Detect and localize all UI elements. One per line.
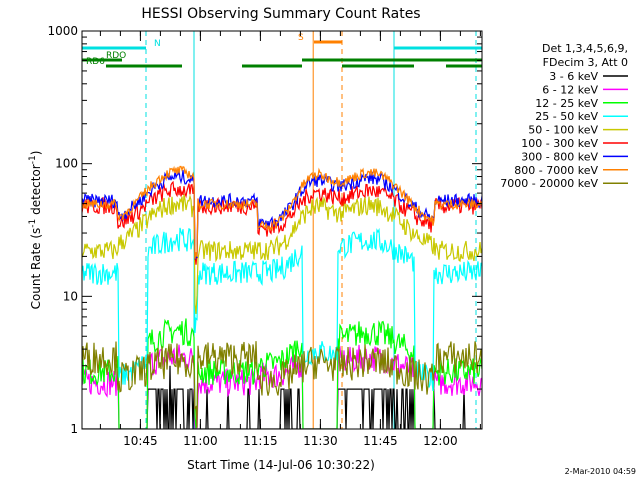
legend-label: 100 - 300 keV (521, 137, 598, 150)
legend-label: 50 - 100 keV (528, 124, 598, 137)
flag-label: S (298, 33, 304, 43)
series-line (82, 169, 482, 260)
y-axis-label: Count Rate (s-1 detector-1) (28, 151, 43, 310)
legend-label: 800 - 7000 keV (514, 164, 598, 177)
y-axis-label-sup-2: -1 (28, 155, 38, 164)
y-axis-label-part-1: Count Rate (s (29, 228, 43, 310)
y-tick-label: 1000 (47, 24, 78, 38)
chart-title: HESSI Observing Summary Count Rates (141, 6, 420, 22)
x-tick-label: 11:15 (243, 434, 278, 448)
legend-label: 6 - 12 keV (542, 83, 598, 96)
series-line (82, 165, 482, 259)
flag-label: RD6 (86, 57, 105, 67)
date-stamp: 2-Mar-2010 04:59 (565, 467, 636, 476)
series-line (82, 365, 482, 429)
y-axis-label-part-3: ) (29, 151, 43, 156)
legend-label: 12 - 25 keV (535, 97, 598, 110)
x-axis: 10:45 11:00 11:15 11:30 11:45 12:00 (99, 31, 481, 448)
flag-label: N (154, 39, 161, 49)
y-axis-label-sup-1: -1 (28, 219, 38, 228)
x-tick-label: 11:30 (303, 434, 338, 448)
plot-frame (81, 30, 483, 430)
y-axis: 1 10 100 1000 (47, 24, 482, 436)
y-tick-label: 100 (55, 157, 78, 171)
x-axis-label: Start Time (14-Jul-06 10:30:22) (187, 458, 375, 472)
legend-header-line-2: FDecim 3, Att 0 (543, 56, 628, 69)
legend-label: 300 - 800 keV (521, 150, 598, 163)
flag-label: RDO (106, 51, 126, 61)
y-tick-label: 1 (70, 422, 78, 436)
legend-label: 25 - 50 keV (535, 110, 598, 123)
series-line (82, 194, 482, 314)
series-line (82, 318, 482, 429)
x-tick-label: 10:45 (123, 434, 158, 448)
series-line (82, 341, 482, 428)
y-axis-label-part-2: detector (29, 164, 43, 219)
x-tick-label: 11:45 (363, 434, 398, 448)
y-tick-label: 10 (63, 289, 78, 303)
legend: Det 1,3,4,5,6,9, FDecim 3, Att 0 3 - 6 k… (500, 42, 628, 190)
legend-label: 3 - 6 keV (549, 70, 598, 83)
x-tick-label: 12:00 (423, 434, 458, 448)
series-line (82, 227, 482, 392)
legend-label: 7000 - 20000 keV (500, 177, 598, 190)
x-tick-label: 11:00 (183, 434, 218, 448)
legend-header-line-1: Det 1,3,4,5,6,9, (542, 42, 628, 55)
series-line (82, 180, 482, 265)
